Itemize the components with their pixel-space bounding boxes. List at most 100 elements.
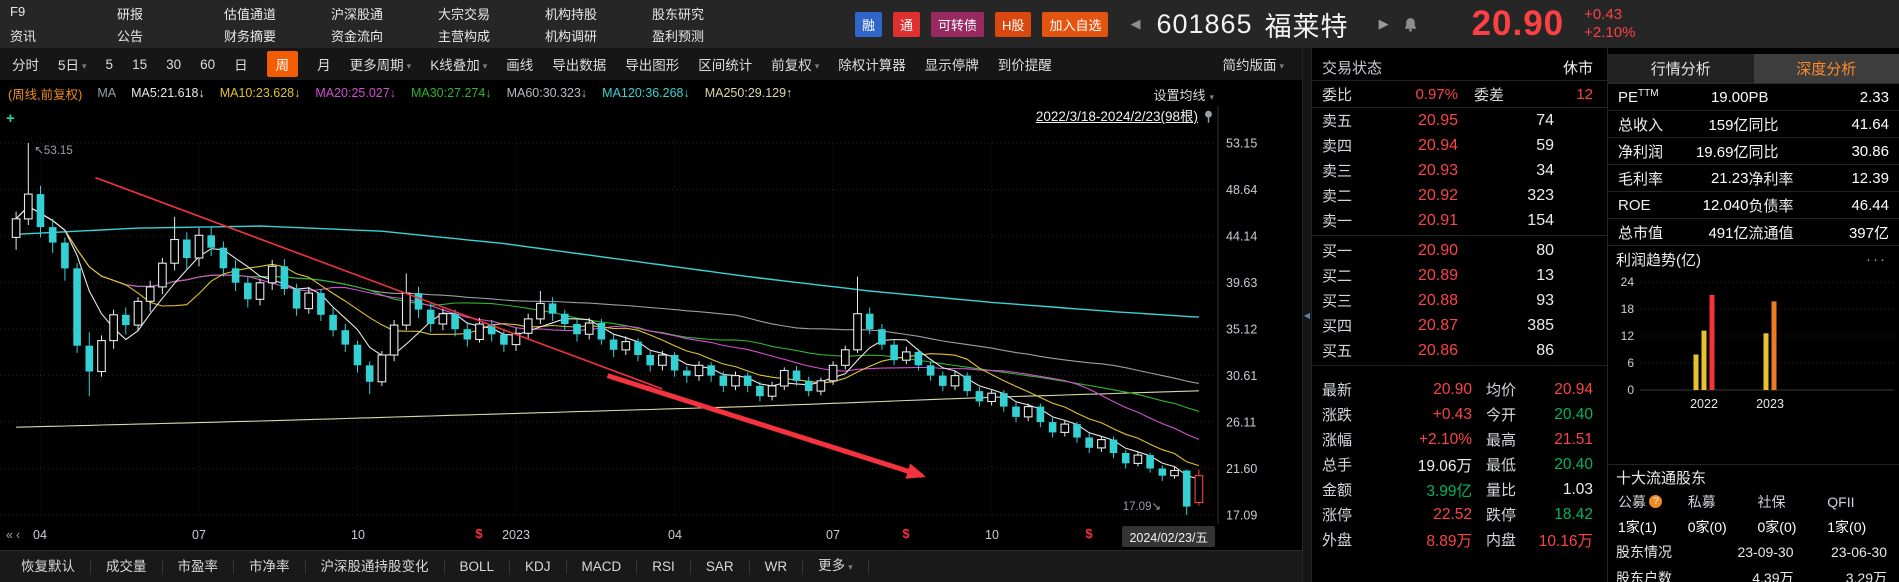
tab-quote-analysis[interactable]: 行情分析 (1608, 54, 1754, 83)
date-range-selector[interactable]: 2022/3/18-2024/2/23(98根) (1036, 107, 1214, 127)
menu-item[interactable]: 机构调研 (545, 28, 598, 44)
weicha-label: 委差 (1474, 86, 1505, 104)
holder-col-label: 公募? (1614, 492, 1684, 512)
x-axis-label: 07 (826, 528, 840, 542)
svg-text:24: 24 (1621, 275, 1635, 289)
toolbar-item[interactable]: 显示停牌 (924, 58, 979, 73)
last-date-box[interactable]: 2024/02/23/五 (1122, 526, 1215, 547)
toolbar-item[interactable]: 日 (234, 58, 248, 73)
order-book-row[interactable]: 买三 20.88 93 (1322, 291, 1554, 311)
svg-text:35.12: 35.12 (1226, 323, 1257, 337)
menu-item[interactable]: 机构持股 (545, 6, 598, 22)
panel-splitter[interactable]: ◀ (1302, 48, 1312, 582)
quote-panel: 交易状态 休市 委比 0.97% 委差 12 卖五 20.95 74 卖四 20.94 5… (1312, 48, 1607, 582)
add-watchlist-button[interactable]: 加入自选 (1042, 11, 1109, 37)
simple-layout-button[interactable]: 简约版面 ▾ (1222, 58, 1284, 73)
menu-item[interactable]: 估值通道 (224, 6, 277, 22)
holder-col-value: 1家(0) (1827, 518, 1867, 535)
indicator-tab[interactable]: RSI (637, 559, 691, 574)
order-book-row[interactable]: 卖四 20.94 59 (1322, 136, 1554, 156)
menu-item[interactable]: 公告 (117, 28, 144, 44)
indicator-tab[interactable]: 恢复默认 (6, 559, 91, 574)
convertible-bond-badge[interactable]: 可转债 (931, 11, 985, 37)
menu-item[interactable]: F9 (10, 3, 26, 19)
menu-item[interactable]: 沪深股通 (331, 6, 384, 22)
toolbar-item[interactable]: 区间统计 (698, 58, 753, 73)
toolbar-item[interactable]: 5 (105, 56, 114, 72)
order-book-row[interactable]: 卖一 20.91 154 (1322, 211, 1554, 231)
menu-item[interactable]: 研报 (117, 6, 144, 22)
h-share-badge[interactable]: H股 (995, 11, 1032, 37)
toolbar-item[interactable]: 15 (132, 56, 148, 72)
indicator-tab[interactable]: 成交量 (91, 559, 163, 574)
menu-row: F9 研报 估值通道 沪深股通 大宗交易 机构持股 股东研究 (10, 4, 759, 23)
chart-toolbar-items: 分时 5日 ▾ 5 15 30 60 日 周 月 更多周期 ▾ K线叠加 ▾ 画线 导出数据 导出图形 区间统计 前… (12, 51, 1052, 77)
indicator-tab[interactable]: BOLL (445, 559, 511, 574)
toolbar-item[interactable]: 60 (200, 56, 216, 72)
menu-item[interactable]: 资讯 (10, 28, 37, 44)
svg-text:+: + (6, 110, 15, 127)
holder-cols: 公募? 私募 社保 QFII (1608, 489, 1899, 514)
candlestick-chart[interactable]: 53.15 48.64 44.14 39.63 35.12 30.61 26.11 21.60… (0, 106, 1302, 524)
toolbar-item[interactable]: 前复权 ▾ (771, 58, 820, 73)
sell-levels: 卖五 20.95 74 卖四 20.94 59 卖三 20.93 34 卖二 20.92 323 卖一 2… (1312, 108, 1607, 233)
order-book-row[interactable]: 买五 20.86 86 (1322, 341, 1554, 361)
menu-item[interactable]: 财务摘要 (224, 28, 277, 44)
ma-value: MA5:21.618↓ (131, 86, 205, 100)
app-menu: F9 研报 估值通道 沪深股通 大宗交易 机构持股 股东研究资讯 公告 财务摘要 资金流向 主营构成… (0, 0, 759, 48)
menu-item[interactable]: 大宗交易 (438, 6, 491, 22)
x-axis: «‹ 2024/02/23/五 04 07 10 2023 04 07 10 $ $ $ (0, 524, 1302, 550)
toolbar-item[interactable]: 到价提醒 (997, 58, 1052, 73)
order-book-row[interactable]: 卖五 20.95 74 (1322, 111, 1554, 131)
toolbar-item[interactable]: 分时 (12, 58, 39, 73)
connect-badge[interactable]: 通 (893, 11, 921, 37)
toolbar-item[interactable]: 30 (166, 56, 182, 72)
indicator-tab[interactable]: 市净率 (234, 559, 306, 574)
svg-text:6: 6 (1627, 356, 1634, 370)
menu-item[interactable]: 主营构成 (438, 28, 491, 44)
scroll-left-icons[interactable]: «‹ (6, 528, 24, 542)
expand-right-icon[interactable]: ▶ (1378, 16, 1389, 31)
quote-detail-row: 涨跌 +0.43 今开 20.40 (1322, 405, 1593, 425)
toolbar-item[interactable]: 导出数据 (552, 58, 607, 73)
price-change-pct: +2.10% (1584, 24, 1636, 41)
toolbar-item[interactable]: 月 (317, 58, 331, 73)
toolbar-item[interactable]: 画线 (506, 58, 534, 73)
indicator-tab[interactable]: WR (750, 559, 804, 574)
order-book-row[interactable]: 买二 20.89 13 (1322, 266, 1554, 286)
collapse-left-icon[interactable]: ◀ (1130, 16, 1141, 31)
quote-details: 最新 20.90 均价 20.94 涨跌 +0.43 今开 20.40 涨幅 +2.10% 最高 21… (1312, 377, 1607, 552)
menu-item[interactable]: 股东研究 (652, 6, 705, 22)
alert-bell-icon[interactable] (1403, 17, 1418, 32)
toolbar-item[interactable]: 5日 ▾ (58, 58, 87, 73)
quote-detail-row: 涨停 22.52 跌停 18.42 (1322, 505, 1593, 525)
dividend-marker: $ (902, 526, 910, 541)
indicator-tab[interactable]: KDJ (510, 559, 567, 574)
margin-badge[interactable]: 融 (855, 11, 883, 37)
toolbar-item[interactable]: 导出图形 (625, 58, 680, 73)
svg-text:17.09↘: 17.09↘ (1123, 501, 1161, 513)
menu-item[interactable]: 盈利预测 (652, 28, 705, 44)
toolbar-item[interactable]: 除权计算器 (838, 58, 906, 73)
toolbar-item[interactable]: K线叠加 ▾ (430, 58, 488, 73)
holder-rows: 股东情况 23-09-30 23-06-30 股东户数 4.39万 3.29万 (1608, 539, 1899, 582)
help-icon[interactable]: ? (1649, 495, 1662, 508)
order-book-row[interactable]: 买一 20.90 80 (1322, 241, 1554, 261)
indicator-tab[interactable]: SAR (691, 559, 750, 574)
toolbar-item[interactable]: 周 (266, 51, 299, 77)
trade-status-label: 交易状态 (1322, 59, 1383, 77)
menu-item[interactable]: 资金流向 (331, 28, 384, 44)
indicator-tab[interactable]: 市盈率 (163, 559, 234, 574)
svg-text:12: 12 (1621, 329, 1635, 343)
set-ma-button[interactable]: 设置均线 ▾ (1153, 88, 1214, 103)
quote-detail-row: 涨幅 +2.10% 最高 21.51 (1322, 430, 1593, 450)
order-book-row[interactable]: 买四 20.87 385 (1322, 316, 1554, 336)
indicator-tab[interactable]: MACD (567, 559, 638, 574)
indicator-tab-more[interactable]: 更多 ▾ (803, 559, 869, 574)
order-book-row[interactable]: 卖二 20.92 323 (1322, 186, 1554, 206)
order-book-row[interactable]: 卖三 20.93 34 (1322, 161, 1554, 181)
toolbar-item[interactable]: 更多周期 ▾ (349, 58, 412, 73)
more-options-icon[interactable]: ··· (1866, 250, 1887, 268)
tab-depth-analysis[interactable]: 深度分析 (1753, 54, 1899, 83)
indicator-tab[interactable]: 沪深股通持股变化 (306, 559, 445, 574)
